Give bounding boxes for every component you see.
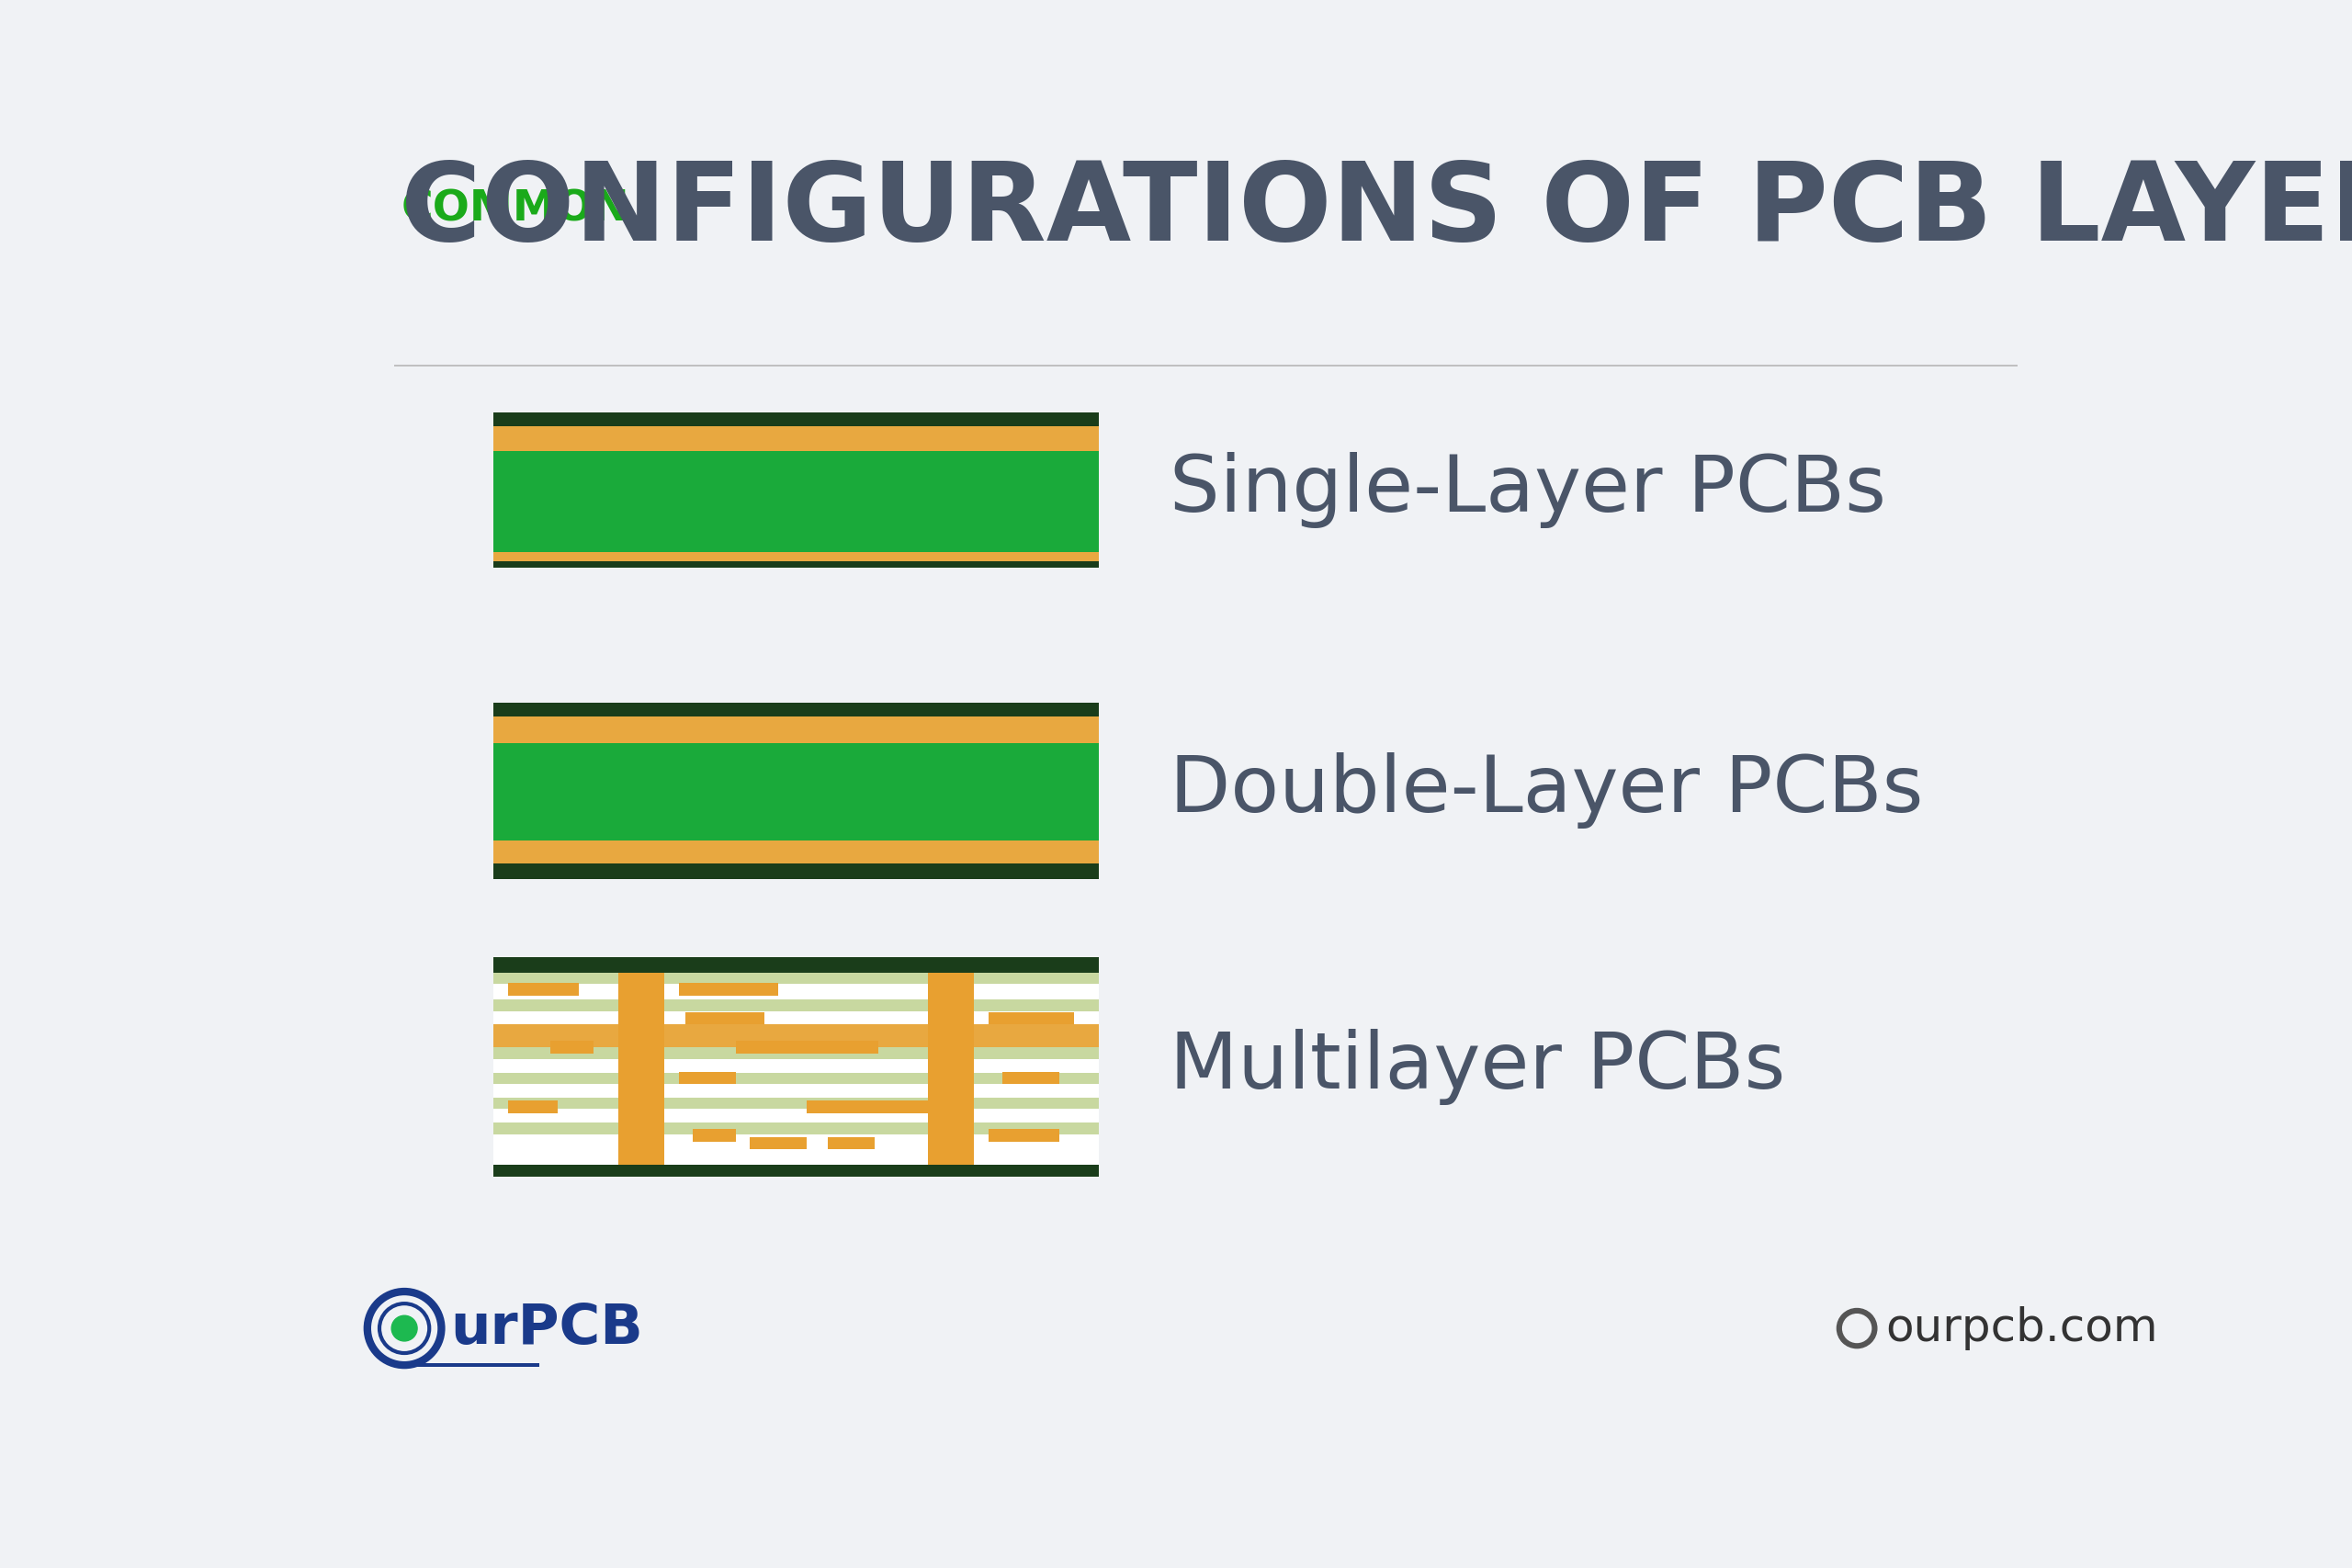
Bar [494, 972, 1098, 985]
Bar [494, 743, 1098, 840]
Bar [1002, 1071, 1058, 1083]
Bar [677, 983, 779, 996]
Bar [550, 1041, 593, 1054]
Bar [494, 1047, 1098, 1058]
Bar [494, 561, 1098, 568]
Text: Multilayer PCBs: Multilayer PCBs [1169, 1029, 1785, 1105]
Bar [508, 1101, 557, 1113]
Bar [494, 1134, 1098, 1165]
Text: CONFIGURATIONS OF PCB LAYERS: CONFIGURATIONS OF PCB LAYERS [400, 157, 2352, 263]
Bar [927, 972, 974, 1165]
Bar [494, 702, 1098, 717]
Bar [677, 1071, 736, 1083]
Circle shape [1842, 1314, 1872, 1342]
Text: Double-Layer PCBs: Double-Layer PCBs [1169, 753, 1924, 829]
Bar [397, 1363, 539, 1367]
Bar [494, 452, 1098, 555]
Bar [494, 1083, 1098, 1098]
Bar [494, 426, 1098, 452]
Circle shape [390, 1316, 416, 1341]
Bar [494, 999, 1098, 1011]
Bar [393, 364, 2018, 367]
Bar [494, 1165, 1098, 1176]
Text: ourpcb.com: ourpcb.com [1886, 1306, 2157, 1350]
Bar [494, 956, 1098, 1176]
Bar [494, 412, 1098, 426]
Bar [494, 1073, 1098, 1083]
Bar [736, 1041, 877, 1054]
Circle shape [1837, 1309, 1877, 1348]
Bar [494, 1123, 1098, 1134]
Bar [750, 1137, 807, 1149]
Bar [494, 1011, 1098, 1024]
Bar [619, 972, 663, 1165]
Bar [828, 1137, 875, 1149]
Bar [494, 552, 1098, 564]
Bar [494, 1058, 1098, 1073]
Bar [494, 1109, 1098, 1123]
Bar [494, 1098, 1098, 1109]
Bar [494, 717, 1098, 743]
Bar [694, 1129, 736, 1142]
Bar [988, 1129, 1058, 1142]
Bar [988, 1011, 1073, 1024]
Text: urPCB: urPCB [452, 1301, 644, 1355]
Bar [494, 840, 1098, 864]
Bar [687, 1011, 764, 1024]
Bar [494, 1024, 1098, 1047]
Bar [494, 956, 1098, 972]
Bar [494, 985, 1098, 999]
Text: Single-Layer PCBs: Single-Layer PCBs [1169, 452, 1886, 528]
Bar [494, 864, 1098, 880]
Bar [508, 983, 579, 996]
Text: COMMON: COMMON [400, 188, 630, 230]
Bar [807, 1101, 934, 1113]
